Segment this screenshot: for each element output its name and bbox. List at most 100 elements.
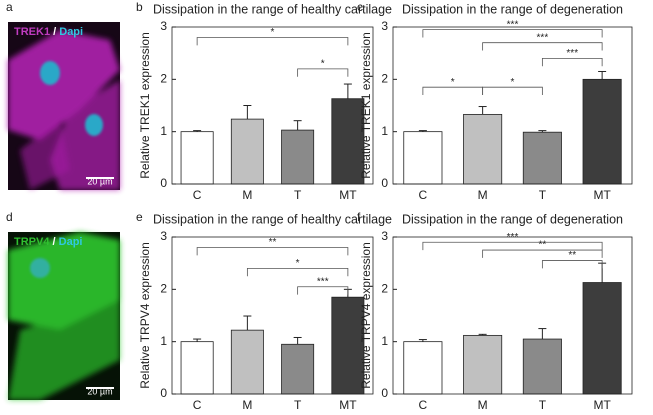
significance-label: *** [537,32,549,43]
stain-separator: / [50,26,56,38]
significance-label: *** [566,48,578,59]
x-tick-label: M [242,188,252,202]
significance-bracket [482,42,603,51]
y-tick-label: 2 [160,72,167,86]
significance-bracket [297,68,349,77]
x-tick-label: C [193,398,202,410]
significance-bracket [422,86,484,96]
significance-bracket [196,37,349,46]
bar [180,341,214,395]
significance-label: ** [568,250,576,261]
significance-label: ** [269,237,277,248]
y-tick-label: 1 [381,334,388,348]
y-tick-label: 3 [381,19,388,33]
y-tick-label: 1 [160,124,167,138]
panel-label: e [136,210,143,224]
bar [180,131,214,185]
plot-frame [392,236,633,395]
plot-frame [171,236,374,395]
bar [582,78,622,185]
bar [463,113,503,185]
micrograph-a [8,22,120,190]
bar [522,131,562,185]
x-tick-label: C [193,188,202,202]
significance-label: * [451,77,455,88]
y-tick-label: 2 [381,72,388,86]
significance-bracket [196,247,349,256]
chart-title: Dissipation in the range of healthy cart… [153,212,392,226]
y-tick-label: 0 [381,176,388,190]
significance-label: * [511,77,515,88]
significance-bracket [541,58,603,67]
significance-label: *** [507,232,519,243]
x-tick-label: MT [339,188,357,202]
y-tick-label: 0 [381,386,388,400]
bar [522,338,562,395]
panel-label: c [357,0,363,14]
x-tick-label: C [419,188,428,202]
significance-label: * [321,59,325,70]
x-tick-label: M [478,188,488,202]
significance-bracket [422,29,603,38]
bar [281,343,315,395]
y-tick-label: 3 [160,19,167,33]
x-tick-label: MT [339,398,357,410]
micrograph-d [8,232,120,400]
bar [230,118,264,185]
y-axis-label: Relative TRPV4 expression [359,242,373,389]
x-tick-label: M [242,398,252,410]
bar [582,282,622,395]
significance-bracket [246,268,349,277]
chart-title: Dissipation in the range of healthy cart… [153,2,392,16]
bar [331,296,365,395]
y-tick-label: 2 [381,282,388,296]
significance-label: * [271,27,275,38]
panel-label: b [136,0,143,14]
stain-stain: TREK1 [14,26,50,38]
significance-label: * [296,258,300,269]
stain-separator: / [49,236,55,248]
plot-frame [171,26,374,185]
stain-stain: TRPV4 [14,236,50,248]
stain-counterstain: Dapi [56,26,83,38]
y-tick-label: 3 [381,229,388,243]
y-axis-label: Relative TREK1 expression [138,32,152,179]
bar [403,131,443,185]
y-tick-label: 0 [160,176,167,190]
y-tick-label: 3 [160,229,167,243]
scale-bar-label: 20 µm [87,386,112,396]
significance-bracket [422,241,603,251]
y-axis-label: Relative TREK1 expression [359,32,373,179]
significance-bracket [541,260,603,269]
bar [463,334,503,395]
y-tick-label: 1 [381,124,388,138]
y-tick-label: 2 [160,282,167,296]
y-axis-label: Relative TRPV4 expression [138,242,152,389]
significance-bracket [482,249,603,258]
x-tick-label: T [539,188,547,202]
chart-title: Dissipation in the range of degeneration [402,2,623,16]
panel-label: f [357,210,361,224]
x-tick-label: MT [593,188,611,202]
panel-label: a [6,0,13,14]
bar [403,341,443,395]
significance-label: *** [317,276,329,287]
x-tick-label: M [478,398,488,410]
x-tick-label: C [419,398,428,410]
panel-label: d [6,210,13,224]
x-tick-label: T [294,398,302,410]
y-tick-label: 1 [160,334,167,348]
stain-label: TRPV4 / Dapi [14,236,83,248]
x-tick-label: MT [593,398,611,410]
significance-bracket [297,286,349,295]
x-tick-label: T [294,188,302,202]
chart-title: Dissipation in the range of degeneration [402,212,623,226]
plot-frame [392,26,633,185]
stain-counterstain: Dapi [56,236,83,248]
stain-label: TREK1 / Dapi [14,26,83,38]
significance-label: ** [538,240,546,251]
x-tick-label: T [539,398,547,410]
significance-bracket [482,86,543,96]
bar [281,129,315,185]
